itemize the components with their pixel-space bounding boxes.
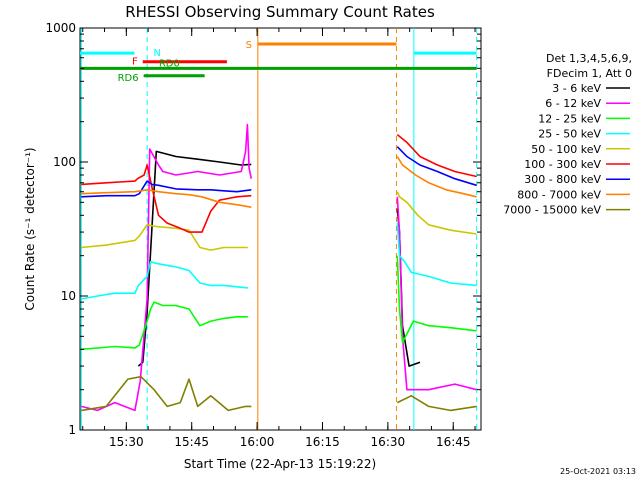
series-line (81, 375, 252, 412)
marker-lines (80, 28, 478, 430)
series-line (396, 394, 477, 412)
y-tick-label: 10 (61, 289, 76, 303)
series-line (396, 146, 477, 187)
flag-label: F (132, 57, 138, 68)
series-line (81, 260, 248, 300)
legend-header-line-2: FDecim 1, Att 0 (547, 67, 632, 80)
legend-header-line-1: Det 1,3,4,5,6,9, (546, 52, 632, 65)
x-axis-label: Start Time (22-Apr-13 15:19:22) (184, 457, 376, 471)
y-tick-label: 1000 (45, 21, 76, 35)
legend-label: 3 - 6 keV (552, 82, 601, 95)
series-line (396, 223, 477, 287)
series-line (81, 180, 252, 198)
y-tick-label: 100 (53, 155, 76, 169)
x-tick-label: 16:00 (240, 435, 275, 449)
series-line (137, 150, 252, 367)
series-line (81, 301, 248, 351)
legend-label: 300 - 800 keV (524, 173, 601, 186)
y-tick-label: 1 (68, 423, 76, 437)
legend-label: 50 - 100 keV (531, 143, 601, 156)
flag-label: S (246, 40, 252, 51)
series-line (396, 156, 477, 198)
y-axis-label: Count Rate (s⁻¹ detector⁻¹) (23, 147, 37, 310)
legend-label: 12 - 25 keV (538, 112, 601, 125)
series-line (81, 164, 252, 233)
series-line (396, 133, 477, 178)
series-line (81, 189, 252, 208)
series-line (81, 224, 248, 251)
series-line (396, 191, 477, 235)
series-line (396, 196, 477, 391)
legend-label: 800 - 7000 keV (517, 188, 601, 201)
flag-lines: N S F RD0 RD6 (80, 40, 477, 84)
plot-frame (79, 27, 482, 431)
x-tick-label: 15:45 (174, 435, 209, 449)
series-line (396, 255, 477, 344)
y-axis: 1 10 100 1000 (45, 21, 481, 437)
series-line (81, 123, 253, 412)
x-tick-label: 15:30 (109, 435, 144, 449)
legend: Det 1,3,4,5,6,9, FDecim 1, Att 0 3 - 6 k… (503, 52, 632, 217)
flag-label: RD0 (159, 58, 180, 69)
series-lines (81, 123, 477, 412)
chart-title: RHESSI Observing Summary Count Rates (125, 3, 435, 21)
legend-label: 6 - 12 keV (545, 97, 601, 110)
legend-label: 100 - 300 keV (524, 158, 601, 171)
flag-label: RD6 (118, 73, 139, 84)
legend-label: 7000 - 15000 keV (503, 204, 601, 217)
x-tick-label: 16:45 (436, 435, 471, 449)
flag-label: N (153, 48, 160, 59)
x-axis: 15:30 15:45 16:00 16:15 16:30 16:45 (82, 28, 476, 449)
timestamp: 25-Oct-2021 03:13 (560, 467, 636, 476)
x-tick-label: 16:30 (371, 435, 406, 449)
legend-label: 25 - 50 keV (538, 128, 601, 141)
x-tick-label: 16:15 (305, 435, 340, 449)
